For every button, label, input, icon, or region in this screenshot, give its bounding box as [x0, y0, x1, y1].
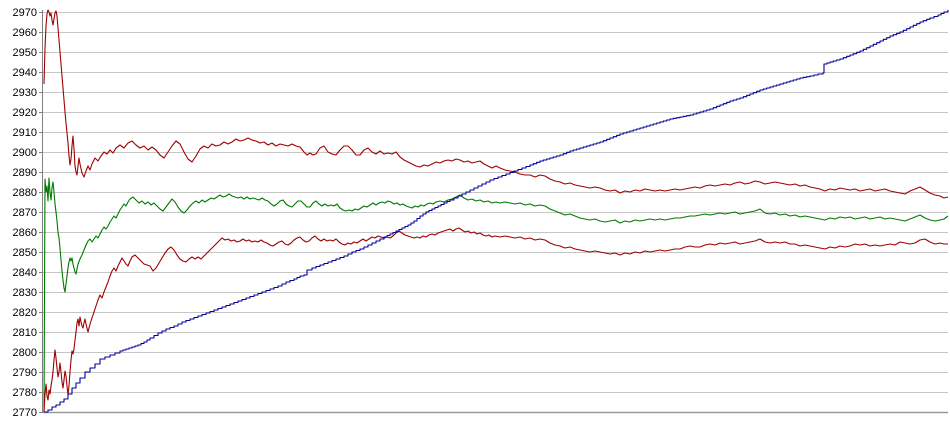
- y-tick-label: 2940: [13, 67, 37, 79]
- y-tick-label: 2910: [13, 127, 37, 139]
- y-tick-label: 2870: [13, 207, 37, 219]
- y-tick-label: 2770: [13, 407, 37, 419]
- y-tick-label: 2860: [13, 227, 37, 239]
- y-tick-label: 2960: [13, 27, 37, 39]
- y-tick-label: 2830: [13, 287, 37, 299]
- y-tick-label: 2820: [13, 307, 37, 319]
- y-tick-label: 2780: [13, 387, 37, 399]
- y-tick-label: 2880: [13, 187, 37, 199]
- y-tick-label: 2900: [13, 147, 37, 159]
- y-tick-label: 2790: [13, 367, 37, 379]
- y-tick-label: 2850: [13, 247, 37, 259]
- y-tick-label: 2810: [13, 327, 37, 339]
- series-upper-red-band: [43, 9, 949, 199]
- y-tick-label: 2890: [13, 167, 37, 179]
- y-tick-label: 2950: [13, 47, 37, 59]
- series-green-average: [43, 177, 949, 413]
- series-lower-red-band: [43, 227, 948, 413]
- series-blue-cumulative: [44, 10, 949, 413]
- y-tick-label: 2970: [13, 7, 37, 19]
- y-tick-label: 2800: [13, 347, 37, 359]
- y-tick-label: 2930: [13, 87, 37, 99]
- y-tick-label: 2920: [13, 107, 37, 119]
- y-tick-label: 2840: [13, 267, 37, 279]
